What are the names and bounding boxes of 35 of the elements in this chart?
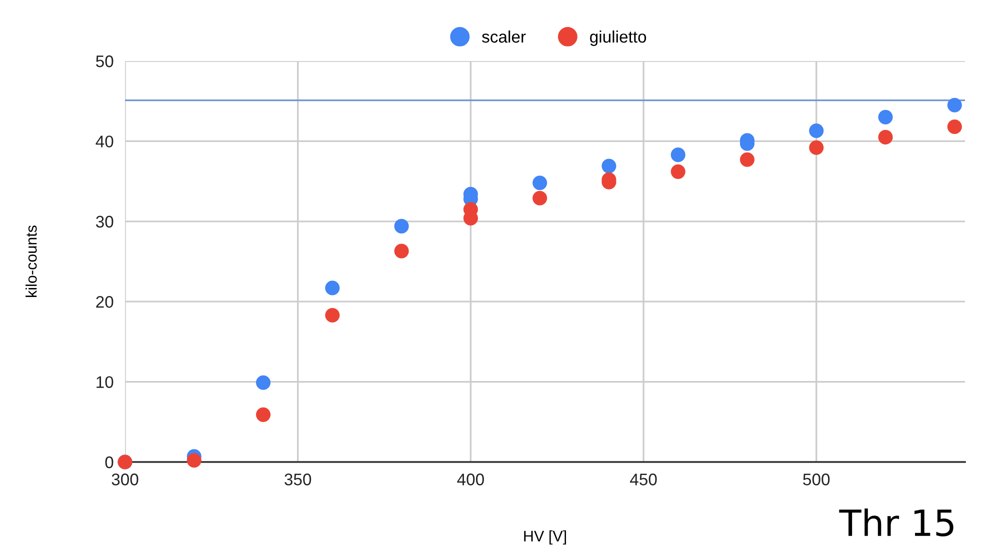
text: Thr 15	[839, 508, 954, 536]
x-tick-label: 400	[457, 474, 484, 486]
point	[809, 140, 824, 155]
point	[325, 308, 340, 323]
point	[256, 375, 271, 390]
y-tick-label: 40	[96, 136, 114, 148]
point	[878, 130, 893, 144]
x-axis-title: HV [V]	[524, 530, 566, 545]
point	[325, 280, 340, 296]
point	[532, 176, 548, 190]
point	[740, 152, 755, 167]
y-tick-label: 10	[96, 376, 114, 388]
point	[809, 123, 824, 138]
point	[878, 110, 893, 124]
x-tick-label: 450	[630, 474, 657, 486]
point	[186, 453, 202, 468]
point	[394, 218, 409, 234]
point	[394, 244, 409, 258]
legend-label: giulietto	[590, 30, 646, 46]
point	[256, 407, 271, 422]
y-tick-label: 30	[96, 216, 114, 228]
legend-label: scaler	[482, 30, 526, 43]
x-tick-label: 300	[112, 474, 138, 486]
point	[947, 119, 962, 134]
point	[602, 158, 616, 174]
x-tick-label: 500	[803, 474, 830, 486]
y-tick-label: 0	[105, 456, 114, 468]
point	[947, 98, 962, 112]
point	[532, 190, 548, 206]
y-tick-label: 20	[96, 296, 114, 308]
x-tick-label: 350	[284, 474, 312, 486]
y-tick-label: 50	[96, 55, 114, 68]
point	[670, 148, 686, 162]
y-axis-title: kilo-counts	[26, 226, 37, 297]
point	[670, 164, 686, 179]
